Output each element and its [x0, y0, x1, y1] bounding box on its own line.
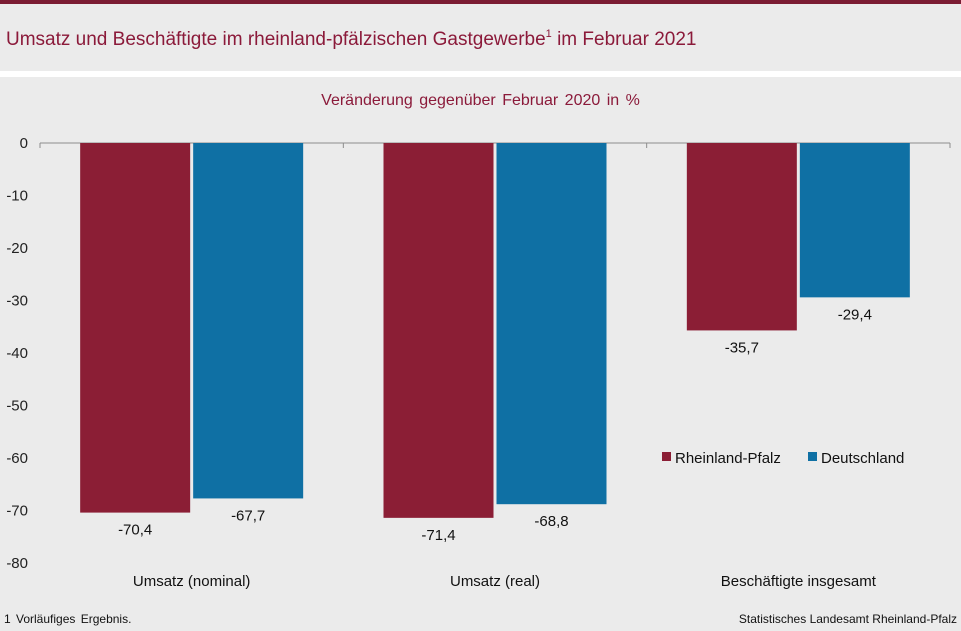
y-tick-label: 0 — [20, 135, 28, 152]
legend-swatch — [808, 452, 817, 461]
y-tick-label: -80 — [6, 555, 28, 572]
data-label: -70,4 — [118, 522, 152, 539]
legend-label: Rheinland-Pfalz — [675, 450, 781, 467]
bar — [686, 143, 797, 331]
data-label: -68,8 — [534, 513, 568, 530]
bar — [80, 143, 191, 513]
data-label: -67,7 — [231, 507, 265, 524]
data-label: -35,7 — [725, 339, 759, 356]
title-separator — [0, 71, 961, 77]
footnote: 1 Vorläufiges Ergebnis. — [4, 612, 132, 626]
chart-title: Umsatz und Beschäftigte im rheinland-pfä… — [6, 28, 696, 51]
top-accent-stripe — [0, 0, 961, 4]
bar — [193, 143, 304, 499]
legend-swatch — [662, 452, 671, 461]
bar — [383, 143, 494, 518]
y-tick-label: -70 — [6, 503, 28, 520]
y-tick-label: -20 — [6, 240, 28, 257]
y-tick-label: -60 — [6, 450, 28, 467]
bar — [799, 143, 910, 298]
data-label: -29,4 — [838, 306, 872, 323]
chart-subtitle: Veränderung gegenüber Februar 2020 in % — [321, 92, 640, 109]
y-tick-label: -50 — [6, 398, 28, 415]
y-tick-label: -40 — [6, 345, 28, 362]
source-note: Statistisches Landesamt Rheinland-Pfalz — [738, 612, 957, 626]
category-label: Beschäftigte insgesamt — [721, 573, 877, 590]
chart-title-text: Umsatz und Beschäftigte im rheinland-pfä… — [6, 29, 546, 50]
category-label: Umsatz (nominal) — [133, 573, 251, 590]
y-tick-label: -10 — [6, 188, 28, 205]
chart-title-suffix: im Februar 2021 — [551, 29, 697, 50]
category-label: Umsatz (real) — [450, 573, 540, 590]
title-footnote-marker: 1 — [545, 28, 552, 40]
y-tick-label: -30 — [6, 293, 28, 310]
data-label: -71,4 — [421, 527, 455, 544]
bar — [496, 143, 607, 505]
legend-label: Deutschland — [821, 450, 904, 467]
